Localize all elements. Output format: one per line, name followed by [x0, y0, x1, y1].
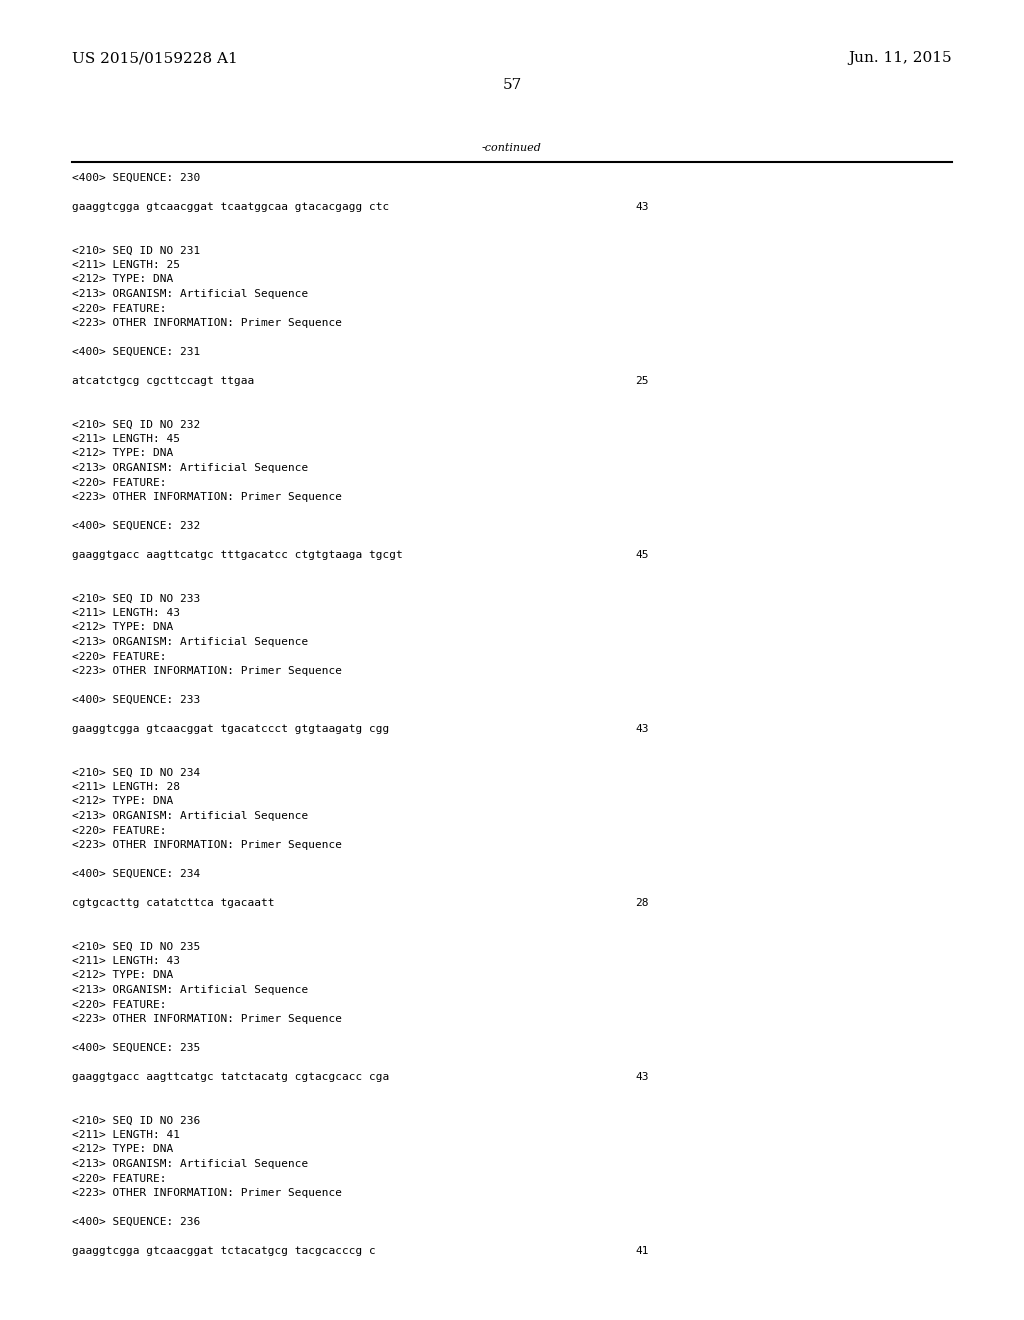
Text: <211> LENGTH: 28: <211> LENGTH: 28 [72, 781, 180, 792]
Text: <223> OTHER INFORMATION: Primer Sequence: <223> OTHER INFORMATION: Primer Sequence [72, 840, 342, 850]
Text: <212> TYPE: DNA: <212> TYPE: DNA [72, 449, 173, 458]
Text: <212> TYPE: DNA: <212> TYPE: DNA [72, 796, 173, 807]
Text: gaaggtcgga gtcaacggat tgacatccct gtgtaagatg cgg: gaaggtcgga gtcaacggat tgacatccct gtgtaag… [72, 723, 389, 734]
Text: <400> SEQUENCE: 230: <400> SEQUENCE: 230 [72, 173, 201, 183]
Text: <210> SEQ ID NO 234: <210> SEQ ID NO 234 [72, 767, 201, 777]
Text: <220> FEATURE:: <220> FEATURE: [72, 478, 167, 487]
Text: 45: 45 [635, 550, 648, 560]
Text: US 2015/0159228 A1: US 2015/0159228 A1 [72, 51, 238, 65]
Text: <223> OTHER INFORMATION: Primer Sequence: <223> OTHER INFORMATION: Primer Sequence [72, 667, 342, 676]
Text: gaaggtgacc aagttcatgc tatctacatg cgtacgcacc cga: gaaggtgacc aagttcatgc tatctacatg cgtacgc… [72, 1072, 389, 1082]
Text: <223> OTHER INFORMATION: Primer Sequence: <223> OTHER INFORMATION: Primer Sequence [72, 318, 342, 327]
Text: Jun. 11, 2015: Jun. 11, 2015 [848, 51, 952, 65]
Text: 28: 28 [635, 898, 648, 908]
Text: <220> FEATURE:: <220> FEATURE: [72, 1173, 167, 1184]
Text: <210> SEQ ID NO 232: <210> SEQ ID NO 232 [72, 420, 201, 429]
Text: 25: 25 [635, 376, 648, 385]
Text: 43: 43 [635, 1072, 648, 1082]
Text: <211> LENGTH: 41: <211> LENGTH: 41 [72, 1130, 180, 1140]
Text: <400> SEQUENCE: 234: <400> SEQUENCE: 234 [72, 869, 201, 879]
Text: <220> FEATURE:: <220> FEATURE: [72, 999, 167, 1010]
Text: <210> SEQ ID NO 233: <210> SEQ ID NO 233 [72, 594, 201, 603]
Text: 57: 57 [503, 78, 521, 92]
Text: gaaggtcgga gtcaacggat tctacatgcg tacgcacccg c: gaaggtcgga gtcaacggat tctacatgcg tacgcac… [72, 1246, 376, 1257]
Text: <212> TYPE: DNA: <212> TYPE: DNA [72, 623, 173, 632]
Text: <220> FEATURE:: <220> FEATURE: [72, 825, 167, 836]
Text: gaaggtgacc aagttcatgc tttgacatcc ctgtgtaaga tgcgt: gaaggtgacc aagttcatgc tttgacatcc ctgtgta… [72, 550, 402, 560]
Text: <400> SEQUENCE: 231: <400> SEQUENCE: 231 [72, 347, 201, 356]
Text: -continued: -continued [482, 143, 542, 153]
Text: 43: 43 [635, 202, 648, 213]
Text: atcatctgcg cgcttccagt ttgaa: atcatctgcg cgcttccagt ttgaa [72, 376, 254, 385]
Text: <400> SEQUENCE: 233: <400> SEQUENCE: 233 [72, 696, 201, 705]
Text: <223> OTHER INFORMATION: Primer Sequence: <223> OTHER INFORMATION: Primer Sequence [72, 492, 342, 502]
Text: <400> SEQUENCE: 232: <400> SEQUENCE: 232 [72, 521, 201, 531]
Text: <212> TYPE: DNA: <212> TYPE: DNA [72, 275, 173, 285]
Text: <213> ORGANISM: Artificial Sequence: <213> ORGANISM: Artificial Sequence [72, 985, 308, 995]
Text: <213> ORGANISM: Artificial Sequence: <213> ORGANISM: Artificial Sequence [72, 1159, 308, 1170]
Text: <210> SEQ ID NO 236: <210> SEQ ID NO 236 [72, 1115, 201, 1126]
Text: <223> OTHER INFORMATION: Primer Sequence: <223> OTHER INFORMATION: Primer Sequence [72, 1014, 342, 1024]
Text: cgtgcacttg catatcttca tgacaatt: cgtgcacttg catatcttca tgacaatt [72, 898, 274, 908]
Text: <220> FEATURE:: <220> FEATURE: [72, 652, 167, 661]
Text: <211> LENGTH: 25: <211> LENGTH: 25 [72, 260, 180, 271]
Text: 41: 41 [635, 1246, 648, 1257]
Text: <211> LENGTH: 43: <211> LENGTH: 43 [72, 609, 180, 618]
Text: 43: 43 [635, 723, 648, 734]
Text: <210> SEQ ID NO 235: <210> SEQ ID NO 235 [72, 941, 201, 952]
Text: <213> ORGANISM: Artificial Sequence: <213> ORGANISM: Artificial Sequence [72, 289, 308, 300]
Text: <223> OTHER INFORMATION: Primer Sequence: <223> OTHER INFORMATION: Primer Sequence [72, 1188, 342, 1199]
Text: <211> LENGTH: 43: <211> LENGTH: 43 [72, 956, 180, 966]
Text: <212> TYPE: DNA: <212> TYPE: DNA [72, 970, 173, 981]
Text: <213> ORGANISM: Artificial Sequence: <213> ORGANISM: Artificial Sequence [72, 463, 308, 473]
Text: <213> ORGANISM: Artificial Sequence: <213> ORGANISM: Artificial Sequence [72, 810, 308, 821]
Text: <212> TYPE: DNA: <212> TYPE: DNA [72, 1144, 173, 1155]
Text: <210> SEQ ID NO 231: <210> SEQ ID NO 231 [72, 246, 201, 256]
Text: <220> FEATURE:: <220> FEATURE: [72, 304, 167, 314]
Text: <213> ORGANISM: Artificial Sequence: <213> ORGANISM: Artificial Sequence [72, 638, 308, 647]
Text: gaaggtcgga gtcaacggat tcaatggcaa gtacacgagg ctc: gaaggtcgga gtcaacggat tcaatggcaa gtacacg… [72, 202, 389, 213]
Text: <400> SEQUENCE: 235: <400> SEQUENCE: 235 [72, 1043, 201, 1053]
Text: <211> LENGTH: 45: <211> LENGTH: 45 [72, 434, 180, 444]
Text: <400> SEQUENCE: 236: <400> SEQUENCE: 236 [72, 1217, 201, 1228]
